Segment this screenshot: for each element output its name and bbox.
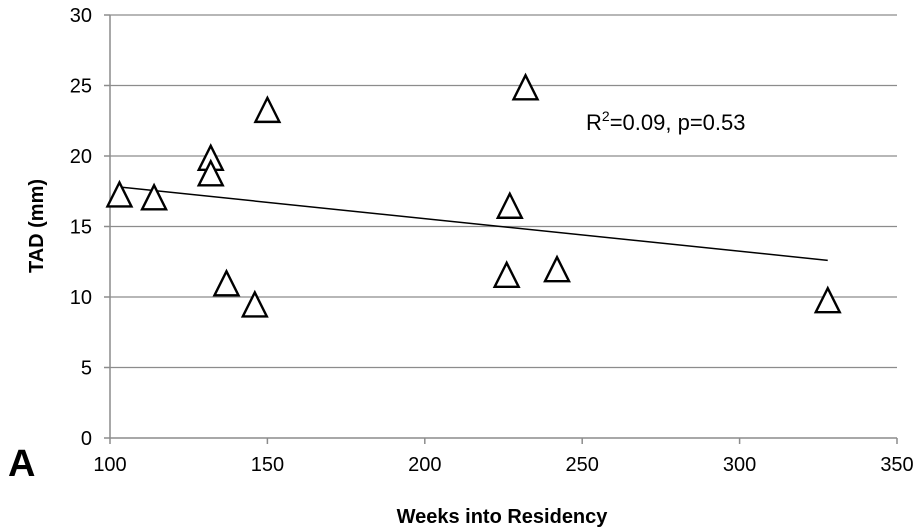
x-tick-label: 150 (251, 454, 284, 476)
x-tick-label: 200 (408, 454, 441, 476)
data-point-triangle (240, 289, 269, 318)
y-tick-label: 30 (70, 5, 92, 27)
data-point-triangle (140, 182, 169, 211)
y-tick-label: 25 (70, 76, 92, 98)
x-tick-labels: 100 150 200 250 300 350 (93, 438, 914, 476)
x-axis-title: Weeks into Residency (397, 506, 609, 528)
y-tick-label: 0 (81, 428, 92, 450)
annotation-stats: =0.09, p=0.53 (610, 110, 746, 135)
gridlines (110, 14, 897, 369)
data-points (105, 72, 842, 318)
data-point-triangle (105, 179, 134, 208)
data-point-triangle (492, 260, 521, 289)
x-tick-label: 350 (880, 454, 913, 476)
x-tick-label: 100 (93, 454, 126, 476)
r-squared-annotation: R2=0.09, p=0.53 (586, 108, 745, 135)
panel-label: A (8, 443, 35, 485)
y-tick-label: 15 (70, 217, 92, 239)
data-point-triangle (511, 72, 540, 101)
data-point-triangle (495, 191, 524, 219)
y-tick-label: 20 (70, 146, 92, 168)
data-point-triangle (543, 254, 571, 283)
y-tick-labels: 0 5 10 15 20 25 30 (70, 5, 110, 450)
y-tick-label: 10 (70, 287, 92, 309)
data-point-triangle (813, 285, 842, 314)
y-tick-label: 5 (81, 358, 92, 380)
annotation-r: R (586, 110, 602, 135)
data-point-triangle (196, 158, 225, 187)
data-point-triangle (253, 95, 282, 124)
annotation-superscript: 2 (602, 108, 610, 124)
data-point-triangle (212, 268, 241, 297)
trendline (119, 186, 828, 262)
x-tick-label: 300 (723, 454, 756, 476)
y-axis-title: TAD (mm) (26, 179, 48, 273)
x-tick-label: 250 (566, 454, 599, 476)
